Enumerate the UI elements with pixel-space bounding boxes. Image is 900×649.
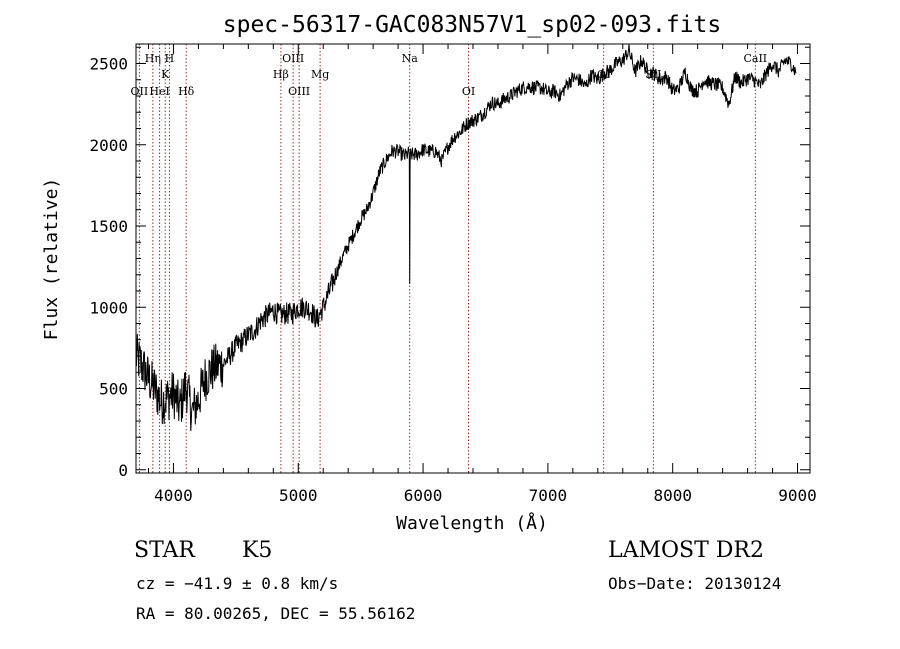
x-axis-label: Wavelength (Å) xyxy=(396,512,548,534)
chart-title: spec-56317-GAC083N57V1_sp02-093.fits xyxy=(223,12,722,38)
x-tick-label-5: 9000 xyxy=(778,486,817,505)
marker-label-6: Hβ xyxy=(273,68,289,81)
plot-frame xyxy=(135,43,811,474)
marker-label-3: K xyxy=(161,68,170,81)
y-tick-label-5: 2500 xyxy=(89,55,128,74)
x-tick-label-2: 6000 xyxy=(404,486,443,505)
spectrum-line xyxy=(135,43,797,432)
marker-label-14: CaII xyxy=(743,52,767,65)
x-axis: 4000 5000 6000 7000 8000 9000 xyxy=(147,44,817,505)
marker-label-9: Mg xyxy=(311,68,329,81)
marker-label-5: Hδ xyxy=(178,85,195,98)
marker-label-10: Na xyxy=(402,52,419,65)
marker-label-1: Hη xyxy=(145,52,161,65)
observation-date: Obs−Date: 20130124 xyxy=(608,574,782,593)
marker-label-4: H xyxy=(165,52,175,65)
redshift-info: cz = −41.9 ± 0.8 km/s xyxy=(136,574,339,593)
x-tick-label-3: 7000 xyxy=(529,486,568,505)
marker-label-2: HeI xyxy=(149,85,169,98)
y-tick-label-1: 500 xyxy=(99,380,128,399)
y-tick-label-3: 1500 xyxy=(89,217,128,236)
marker-label-7: OIII xyxy=(282,52,304,65)
object-subclass: K5 xyxy=(242,538,273,563)
y-tick-label-4: 2000 xyxy=(89,136,128,155)
survey-name: LAMOST DR2 xyxy=(608,538,764,563)
y-axis-label: Flux (relative) xyxy=(41,178,62,341)
spectrum-series xyxy=(135,43,797,432)
x-tick-label-0: 4000 xyxy=(154,486,193,505)
object-class: STAR xyxy=(134,538,195,563)
y-tick-label-2: 1000 xyxy=(89,298,128,317)
marker-label-0: OII xyxy=(131,85,149,98)
x-tick-label-1: 5000 xyxy=(279,486,318,505)
marker-label-11: OI xyxy=(462,85,475,98)
marker-label-8: OIII xyxy=(288,85,310,98)
coordinates: RA = 80.00265, DEC = 55.56162 xyxy=(136,604,416,623)
y-tick-label-0: 0 xyxy=(118,461,128,480)
y-axis: 0 500 1000 1500 2000 2500 xyxy=(89,46,810,480)
x-tick-label-4: 8000 xyxy=(653,486,692,505)
